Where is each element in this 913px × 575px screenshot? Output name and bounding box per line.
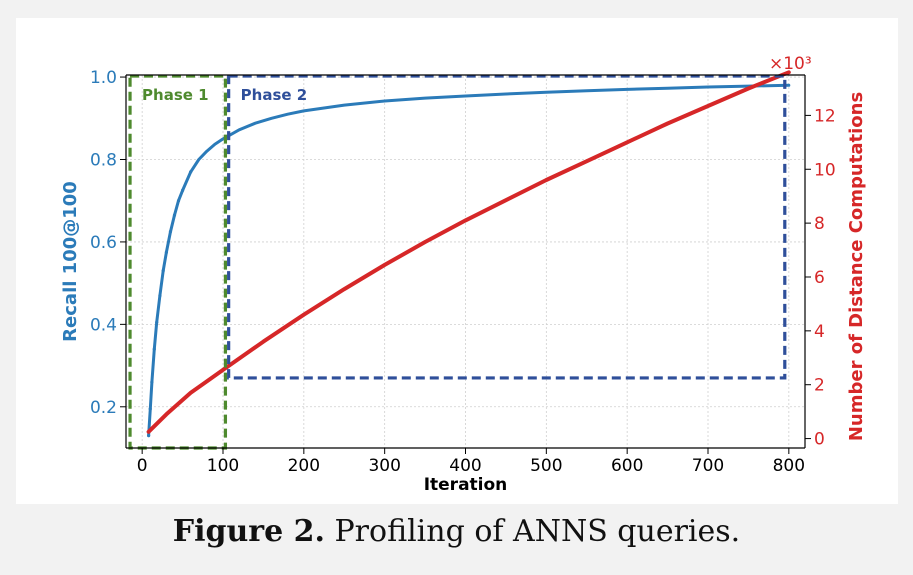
recall-point (152, 347, 156, 351)
figure-panel: Phase 1 Phase 2 0 100 200 300 400 500 600 700 800 0… (16, 18, 898, 504)
x-tick-label: 600 (611, 456, 643, 476)
recall-point (161, 269, 165, 273)
y-left-axis-label: Recall 100@100 (60, 181, 81, 342)
y-left-tick-label: 1.0 (90, 68, 117, 88)
x-tick-label: 300 (368, 456, 400, 476)
y-right-tick-label: 4 (814, 322, 825, 342)
phase-1-label: Phase 1 (142, 86, 209, 104)
x-tick-label: 0 (137, 456, 148, 476)
recall-point (168, 230, 173, 234)
x-tick-label: 800 (773, 456, 805, 476)
y-right-tick-label: 2 (814, 376, 825, 396)
y-left-tick-label: 0.4 (90, 315, 117, 335)
x-axis-label: Iteration (424, 475, 508, 495)
y-right-tick-label: 0 (814, 430, 825, 450)
x-tick-label: 700 (692, 456, 724, 476)
recall-point (180, 188, 185, 193)
x-tick-label: 500 (530, 456, 562, 476)
recall-point (155, 320, 159, 324)
phase-2-box (227, 74, 787, 380)
y-right-tick-label: 8 (814, 214, 825, 234)
x-tick-label: 100 (207, 456, 239, 476)
recall-point (148, 407, 152, 411)
recall-point (158, 293, 162, 298)
x-tick-label: 200 (288, 456, 320, 476)
x-tick-label: 400 (449, 456, 481, 476)
chart: Phase 1 Phase 20 100 200 300 400 500 600 700 8000… (60, 54, 867, 495)
figure-caption: Figure 2. Profiling of ANNS queries. (0, 514, 913, 549)
y-right-tick-label: 6 (814, 268, 825, 288)
recall-point (147, 434, 151, 438)
y-right-tick-label: 12 (814, 106, 836, 126)
recall-point (189, 170, 193, 174)
recall-point (164, 250, 169, 254)
y-right-axis-label: Number of Distance Computations (846, 92, 867, 441)
caption-label: Figure 2. (172, 514, 325, 549)
phase-2-label: Phase 2 (241, 86, 308, 104)
recall-line (147, 83, 791, 438)
right-axis-multiplier: ×10³ (769, 54, 812, 74)
recall-point (176, 199, 181, 203)
y-left-tick-label: 0.6 (90, 233, 117, 253)
phase-1-box (128, 74, 228, 450)
y-left-tick-label: 0.8 (90, 150, 117, 170)
recall-point (150, 380, 154, 384)
y-left-tick-label: 0.2 (90, 398, 117, 418)
distance-line (146, 70, 791, 434)
recall-point (172, 213, 177, 217)
y-right-tick-label: 10 (814, 160, 836, 180)
caption-text: Profiling of ANNS queries. (334, 514, 741, 549)
